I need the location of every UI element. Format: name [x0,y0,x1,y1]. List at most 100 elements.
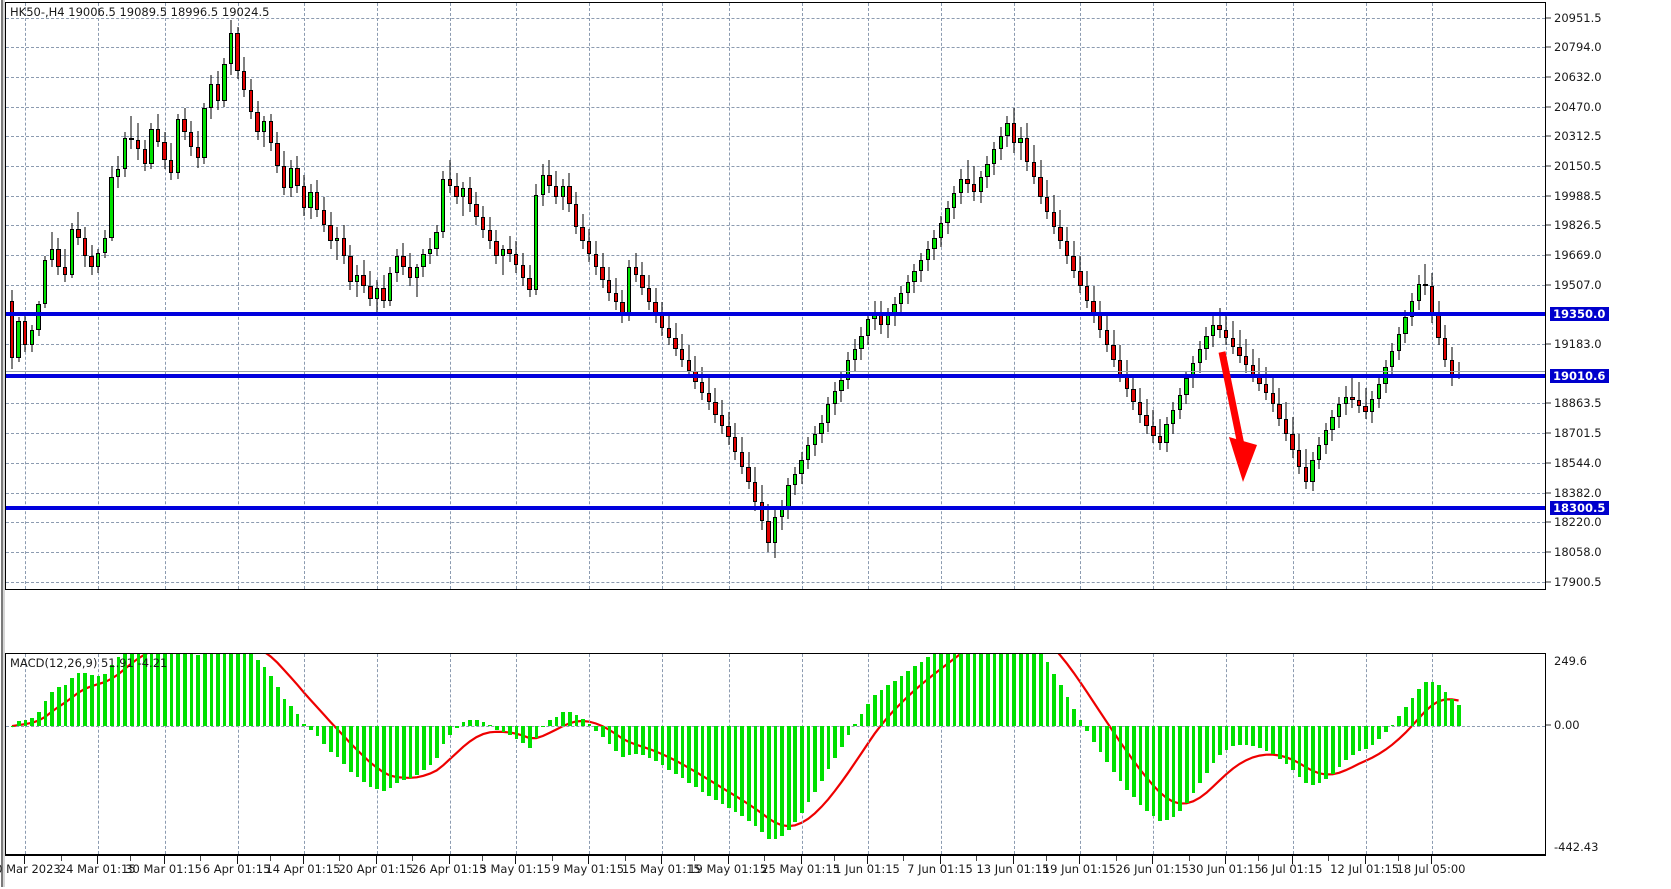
candle-body [1429,285,1435,314]
macd-histogram-bar [1311,726,1315,785]
macd-histogram-bar [1032,654,1037,727]
macd-histogram-bar [627,726,632,756]
candle-body [162,141,167,161]
time-axis-tick [939,856,941,864]
candlestick-bar [315,3,320,589]
time-axis-minor-tick [339,856,341,861]
candlestick-bar [1396,3,1402,589]
price-level-label[interactable]: 19350.0 [1550,306,1610,321]
time-axis-tick [1431,856,1432,864]
candlestick-bar [1071,3,1076,589]
candlestick-bar [261,3,267,589]
candle-wick [502,245,504,275]
price-level-line[interactable] [6,311,1545,316]
candlestick-bar [699,3,705,589]
candle-body [215,84,220,101]
macd-histogram-bar [1251,726,1255,747]
candle-body [686,359,691,371]
time-axis-tick [1012,856,1014,864]
candle-body [388,272,393,301]
candlestick-bar [1151,3,1156,589]
candle-body [480,217,486,231]
price-chart-pane[interactable]: HK50-,H4 19006.5 19089.5 18996.5 19024.5 [5,2,1546,590]
candle-body [89,256,94,268]
candlestick-bar [978,3,983,589]
candlestick-bar [534,3,539,589]
price-level-line[interactable] [6,371,1545,379]
candle-wick [449,160,451,194]
candlestick-bar [368,3,373,589]
price-level-label[interactable]: 19010.6 [1550,369,1610,384]
candlestick-bar [401,3,406,589]
candlestick-bar [1257,3,1262,589]
price-level-label[interactable]: 18300.5 [1550,500,1610,515]
macd-histogram-bar [939,654,944,727]
scale-tick [1546,195,1551,197]
candlestick-bar [275,3,280,589]
candlestick-bar [593,3,599,589]
candle-body [1350,396,1355,401]
candle-wick [1358,381,1360,414]
macd-histogram-bar [136,654,141,727]
macd-histogram-bar [567,711,572,727]
candle-body [29,330,35,345]
macd-histogram-bar [1105,726,1109,763]
candlestick-bar [733,3,738,589]
candlestick-bar [1210,3,1216,589]
candle-body [792,474,798,486]
candle-body [295,167,300,186]
macd-histogram-bar [1437,685,1441,727]
candlestick-bar [89,3,94,589]
candle-body [932,237,937,249]
scale-tick [1546,76,1551,78]
macd-histogram-bar [461,722,466,727]
macd-histogram-bar [554,716,559,727]
macd-histogram-bar [455,726,459,729]
candlestick-bar [1443,3,1448,589]
price-scale-label: 18058.0 [1554,545,1602,560]
candle-body [1018,137,1023,144]
price-level-line[interactable] [6,505,1545,510]
macd-histogram-bar [1184,726,1189,803]
candle-body [248,89,254,113]
macd-histogram-bar [899,675,904,727]
price-scale[interactable]: 20951.5 20794.0 20632.0 20470.0 20312.5 20150… [1546,2,1666,855]
macd-indicator-pane[interactable]: MACD(12,26,9) 51.91 -4.21 [5,653,1546,855]
candlestick-bar [1051,3,1056,589]
candlestick-bar [1078,3,1083,589]
macd-histogram-bar [999,654,1003,727]
candlestick-bar [1144,3,1149,589]
price-scale-label: 17900.5 [1554,574,1602,589]
macd-histogram-bar [713,726,718,800]
candle-body [374,287,380,299]
candle-body [1038,176,1043,198]
candlestick-bar [1171,3,1176,589]
candlestick-bar [726,3,731,589]
candle-body [1117,359,1123,375]
macd-histogram-bar [1045,662,1050,727]
macd-histogram-bar [541,726,545,728]
macd-histogram-bar [269,675,273,727]
candle-body [1051,211,1056,227]
candlestick-bar [388,3,393,589]
candle-body [447,178,453,186]
candle-body [978,176,983,192]
candle-body [1217,324,1222,331]
candle-wick [64,248,66,283]
candlestick-bar [56,3,61,589]
macd-histogram-bar [110,664,114,727]
macd-histogram-bar [481,721,486,727]
macd-histogram-bar [1330,726,1335,774]
candlestick-bar [806,3,811,589]
macd-histogram-bar [594,726,599,731]
time-axis-label: 18 Jul 05:00 [1396,862,1466,876]
candlestick-bar [434,3,439,589]
candle-body [918,259,924,272]
macd-histogram-bar [1131,726,1136,798]
macd-histogram-bar [859,714,864,727]
macd-histogram-bar [1052,673,1056,727]
candlestick-bar [746,3,751,589]
candle-wick [509,235,511,262]
macd-histogram-bar [342,726,346,764]
